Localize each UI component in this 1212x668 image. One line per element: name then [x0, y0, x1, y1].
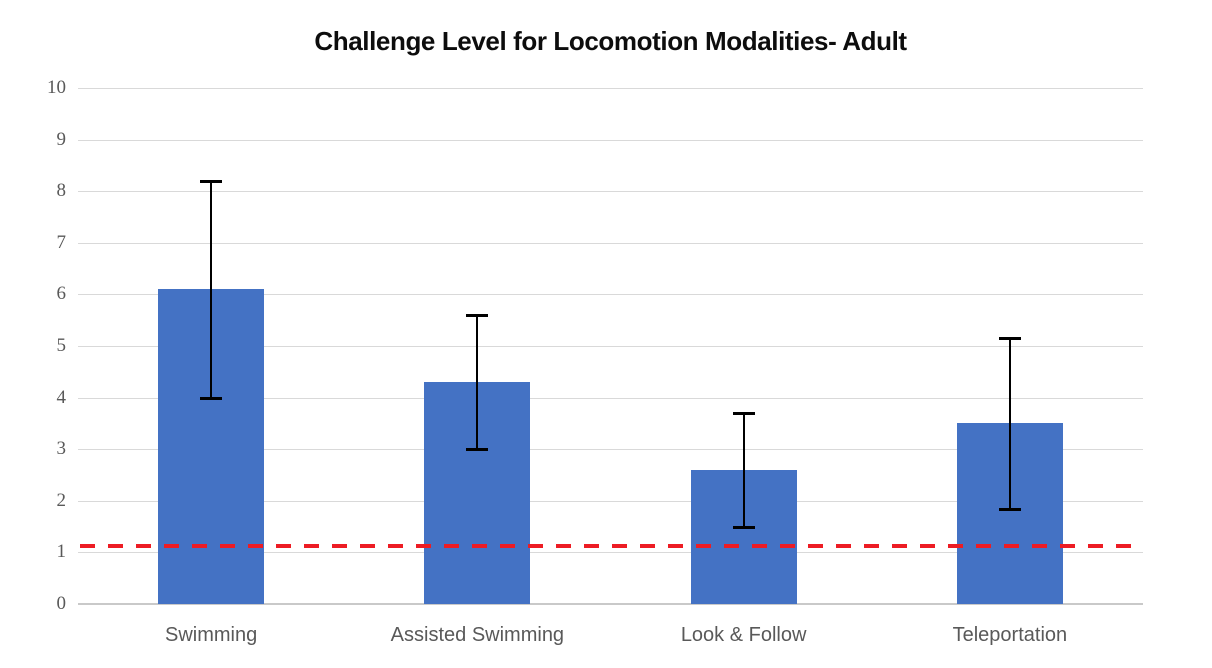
- gridline-1: [78, 552, 1143, 554]
- error-cap-lower-teleportation: [998, 507, 1021, 511]
- y-tick-label-7: 7: [56, 231, 67, 253]
- x-label-swimming: Swimming: [165, 624, 258, 646]
- reference-line: [80, 544, 1132, 549]
- gridline-7: [78, 242, 1143, 244]
- y-tick-label-5: 5: [56, 335, 67, 356]
- chart-title: Challenge Level for Locomotion Modalitie…: [314, 26, 907, 56]
- x-label-look-follow: Look & Follow: [680, 624, 807, 646]
- error-bar-look-follow: [742, 413, 745, 527]
- y-tick-label-9: 9: [56, 128, 67, 150]
- y-tick-label-4: 4: [56, 386, 67, 408]
- gridline-10: [78, 88, 1143, 89]
- error-bar-swimming: [210, 180, 213, 398]
- y-tick-label-6: 6: [56, 283, 67, 305]
- gridline-3: [78, 449, 1143, 451]
- error-cap-upper-swimming: [200, 179, 223, 183]
- y-tick-label-0: 0: [56, 593, 67, 614]
- error-cap-upper-assisted-swimming: [466, 314, 489, 318]
- y-tick-label-2: 2: [56, 489, 67, 511]
- error-bar-teleportation: [1008, 338, 1011, 509]
- error-cap-upper-teleportation: [998, 337, 1021, 341]
- y-tick-label-8: 8: [56, 180, 67, 202]
- error-bar-assisted-swimming: [476, 315, 479, 450]
- error-cap-upper-look-follow: [732, 412, 755, 416]
- gridline-5: [78, 346, 1143, 347]
- gridline-4: [78, 397, 1143, 399]
- gridline-8: [78, 191, 1143, 193]
- plot-area: [78, 88, 1143, 605]
- y-tick-label-1: 1: [56, 541, 67, 563]
- gridline-9: [78, 139, 1143, 141]
- x-label-assisted-swimming: Assisted Swimming: [390, 624, 565, 646]
- error-cap-lower-look-follow: [732, 525, 755, 529]
- gridline-6: [78, 294, 1143, 296]
- error-cap-lower-assisted-swimming: [466, 448, 489, 452]
- y-tick-label-3: 3: [56, 438, 67, 460]
- error-cap-lower-swimming: [200, 396, 223, 400]
- y-tick-label-10: 10: [47, 77, 66, 98]
- x-label-teleportation: Teleportation: [952, 624, 1068, 646]
- gridline-2: [78, 500, 1143, 502]
- x-axis-line: [78, 603, 1143, 605]
